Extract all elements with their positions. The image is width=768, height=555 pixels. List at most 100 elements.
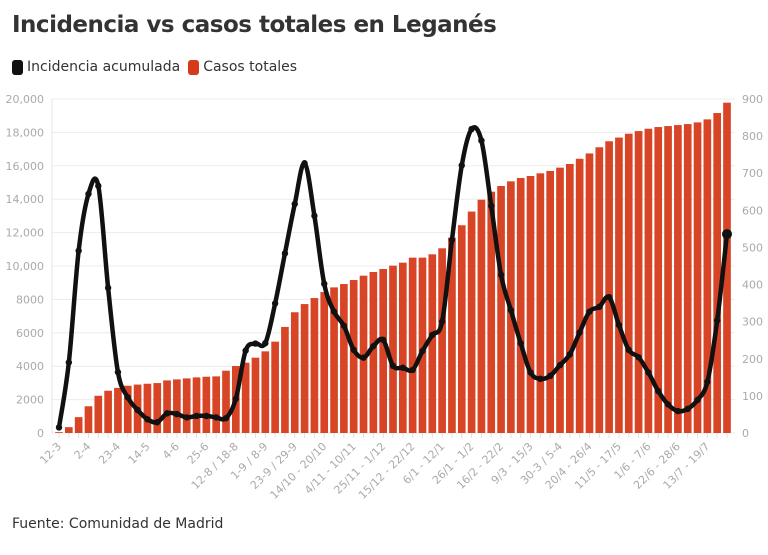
bar-casos-totales[interactable] (556, 167, 564, 433)
bar-casos-totales[interactable] (123, 385, 132, 433)
bar-casos-totales[interactable] (398, 262, 407, 433)
point-incidencia[interactable] (517, 339, 524, 347)
point-incidencia[interactable] (684, 405, 691, 413)
point-incidencia[interactable] (252, 340, 259, 347)
bar-casos-totales[interactable] (565, 163, 574, 433)
bar-casos-totales[interactable] (143, 383, 152, 433)
point-incidencia[interactable] (556, 361, 564, 369)
bar-casos-totales[interactable] (418, 257, 427, 433)
point-incidencia[interactable] (65, 359, 73, 366)
bar-casos-totales[interactable] (683, 124, 692, 434)
point-incidencia[interactable] (429, 331, 436, 339)
bar-casos-totales[interactable] (477, 199, 486, 433)
point-incidencia[interactable] (596, 303, 603, 311)
point-incidencia[interactable] (458, 162, 465, 169)
point-incidencia[interactable] (527, 369, 534, 376)
bar-casos-totales[interactable] (84, 406, 93, 433)
bar-casos-totales[interactable] (290, 312, 299, 433)
point-incidencia[interactable] (674, 407, 682, 415)
point-incidencia[interactable] (655, 387, 662, 395)
bar-casos-totales[interactable] (241, 362, 250, 433)
point-incidencia[interactable] (625, 346, 632, 354)
bar-casos-totales[interactable] (448, 237, 456, 433)
bar-casos-totales[interactable] (379, 269, 388, 433)
bar-casos-totales[interactable] (389, 265, 397, 433)
bar-casos-totales[interactable] (330, 287, 338, 433)
point-incidencia[interactable] (340, 322, 348, 329)
point-incidencia[interactable] (360, 354, 367, 361)
bar-casos-totales[interactable] (202, 376, 211, 433)
bar-casos-totales[interactable] (340, 284, 348, 433)
point-incidencia[interactable] (566, 351, 574, 358)
point-incidencia[interactable] (664, 401, 672, 408)
point-incidencia[interactable] (546, 372, 554, 380)
point-incidencia[interactable] (537, 375, 544, 383)
bar-casos-totales[interactable] (55, 432, 63, 433)
point-incidencia[interactable] (222, 414, 230, 422)
bar-casos-totales[interactable] (546, 170, 555, 434)
bar-casos-totales[interactable] (644, 128, 653, 433)
point-incidencia[interactable] (271, 300, 279, 307)
bar-casos-totales[interactable] (497, 186, 505, 433)
bar-casos-totales[interactable] (114, 387, 122, 433)
bar-casos-totales[interactable] (713, 113, 722, 433)
point-incidencia[interactable] (350, 346, 357, 354)
bar-casos-totales[interactable] (173, 379, 181, 433)
point-incidencia[interactable] (114, 368, 122, 376)
point-incidencia[interactable] (409, 366, 416, 374)
bar-casos-totales[interactable] (693, 122, 702, 433)
bar-casos-totales[interactable] (575, 158, 584, 433)
point-incidencia[interactable] (713, 317, 721, 324)
bar-casos-totales[interactable] (310, 298, 319, 433)
point-incidencia[interactable] (497, 271, 505, 279)
point-incidencia[interactable] (85, 190, 92, 198)
point-incidencia[interactable] (722, 229, 732, 240)
bar-casos-totales[interactable] (153, 383, 162, 433)
bar-casos-totales[interactable] (192, 377, 201, 433)
point-incidencia[interactable] (438, 318, 446, 325)
bar-casos-totales[interactable] (654, 127, 663, 433)
legend-item-incidencia[interactable]: Incidencia acumulada (12, 59, 180, 75)
point-incidencia[interactable] (104, 284, 112, 292)
bar-casos-totales[interactable] (408, 257, 417, 433)
point-incidencia[interactable] (586, 308, 593, 315)
bar-casos-totales[interactable] (300, 304, 309, 433)
bar-casos-totales[interactable] (467, 211, 476, 433)
point-incidencia[interactable] (448, 236, 456, 244)
bar-casos-totales[interactable] (634, 131, 643, 433)
bar-casos-totales[interactable] (349, 280, 358, 433)
point-incidencia[interactable] (330, 308, 338, 315)
bar-casos-totales[interactable] (674, 125, 682, 433)
point-incidencia[interactable] (124, 394, 131, 401)
point-incidencia[interactable] (55, 424, 63, 431)
point-incidencia[interactable] (694, 396, 701, 404)
bar-casos-totales[interactable] (182, 378, 191, 433)
bar-casos-totales[interactable] (624, 133, 633, 433)
bar-casos-totales[interactable] (457, 225, 466, 433)
point-incidencia[interactable] (507, 306, 515, 314)
point-incidencia[interactable] (311, 212, 318, 220)
bar-casos-totales[interactable] (64, 427, 73, 433)
point-incidencia[interactable] (281, 250, 289, 257)
point-incidencia[interactable] (262, 339, 269, 347)
bar-casos-totales[interactable] (212, 376, 221, 433)
point-incidencia[interactable] (419, 347, 426, 355)
point-incidencia[interactable] (95, 182, 102, 190)
bar-casos-totales[interactable] (536, 173, 545, 433)
bar-casos-totales[interactable] (94, 395, 103, 433)
bar-casos-totales[interactable] (222, 370, 230, 433)
bar-casos-totales[interactable] (104, 390, 112, 433)
bar-casos-totales[interactable] (615, 137, 623, 433)
bar-casos-totales[interactable] (664, 126, 672, 433)
point-incidencia[interactable] (370, 342, 377, 350)
point-incidencia[interactable] (645, 369, 652, 376)
point-incidencia[interactable] (75, 247, 82, 254)
bar-casos-totales[interactable] (369, 272, 378, 433)
bar-casos-totales[interactable] (428, 254, 437, 433)
point-incidencia[interactable] (704, 378, 711, 385)
bar-casos-totales[interactable] (526, 175, 535, 433)
bar-casos-totales[interactable] (251, 357, 260, 433)
point-incidencia[interactable] (605, 293, 613, 301)
point-incidencia[interactable] (576, 329, 583, 336)
point-incidencia[interactable] (183, 414, 190, 421)
